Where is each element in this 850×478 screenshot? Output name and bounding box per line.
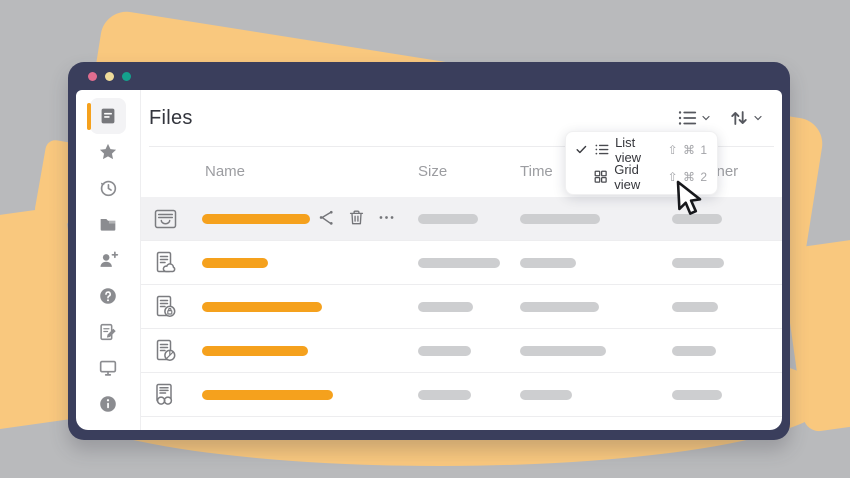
sidebar bbox=[76, 90, 141, 430]
sidebar-item-shared[interactable] bbox=[90, 242, 126, 278]
file-size-placeholder bbox=[418, 346, 471, 356]
file-size-placeholder bbox=[418, 390, 471, 400]
more-options-icon[interactable] bbox=[377, 208, 396, 227]
chevron-down-icon bbox=[752, 112, 764, 124]
menu-item-label: Grid view bbox=[614, 161, 641, 192]
menu-item-grid-view[interactable]: Grid view ⇧ ⌘ 2 bbox=[566, 161, 717, 192]
list-view-icon bbox=[594, 142, 609, 157]
file-name-placeholder bbox=[202, 302, 322, 312]
sidebar-item-devices[interactable] bbox=[90, 350, 126, 386]
table-row[interactable] bbox=[141, 197, 782, 241]
trash-icon[interactable] bbox=[347, 208, 366, 227]
inbox-file-icon bbox=[152, 206, 179, 232]
minimize-window-button[interactable] bbox=[105, 72, 114, 81]
table-row[interactable] bbox=[141, 329, 782, 373]
active-indicator-bar bbox=[87, 103, 91, 130]
info-icon bbox=[97, 393, 119, 415]
file-name-placeholder bbox=[202, 214, 310, 224]
table-row[interactable] bbox=[141, 241, 782, 285]
chevron-down-icon bbox=[700, 112, 712, 124]
menu-item-shortcut: ⇧ ⌘ 1 bbox=[667, 142, 708, 157]
page-header: Files bbox=[141, 90, 782, 146]
file-pie-icon bbox=[152, 338, 179, 364]
menu-item-list-view[interactable]: List view ⇧ ⌘ 1 bbox=[566, 134, 717, 165]
row-actions bbox=[317, 208, 396, 227]
share-icon[interactable] bbox=[317, 208, 336, 227]
file-size-placeholder bbox=[418, 302, 473, 312]
column-header-size[interactable]: Size bbox=[418, 163, 448, 180]
sidebar-item-about[interactable] bbox=[90, 386, 126, 422]
header-controls bbox=[676, 107, 764, 129]
sort-button[interactable] bbox=[728, 107, 764, 129]
grid-view-icon bbox=[593, 169, 608, 184]
menu-item-label: List view bbox=[615, 134, 642, 165]
file-size-placeholder bbox=[418, 214, 478, 224]
sidebar-item-favorites[interactable] bbox=[90, 134, 126, 170]
file-time-placeholder bbox=[520, 390, 572, 400]
menu-item-shortcut: ⇧ ⌘ 2 bbox=[667, 169, 708, 184]
window-traffic-lights bbox=[88, 72, 131, 81]
file-time-placeholder bbox=[520, 302, 599, 312]
page-title: Files bbox=[149, 106, 193, 129]
sidebar-item-folders[interactable] bbox=[90, 206, 126, 242]
file-time-placeholder bbox=[520, 346, 606, 356]
star-icon bbox=[97, 141, 119, 163]
monitor-icon bbox=[97, 357, 119, 379]
checkmark-icon bbox=[575, 143, 588, 156]
file-owner-placeholder bbox=[672, 214, 722, 224]
file-name-placeholder bbox=[202, 390, 333, 400]
edit-document-icon bbox=[97, 321, 119, 343]
header-divider bbox=[149, 146, 774, 147]
sidebar-item-recent[interactable] bbox=[90, 170, 126, 206]
person-add-icon bbox=[97, 249, 119, 271]
zoom-window-button[interactable] bbox=[122, 72, 131, 81]
file-owner-placeholder bbox=[672, 346, 716, 356]
app-window: Files bbox=[68, 62, 790, 440]
help-icon bbox=[97, 285, 119, 307]
file-owner-placeholder bbox=[672, 390, 722, 400]
document-icon bbox=[97, 105, 119, 127]
file-time-placeholder bbox=[520, 214, 600, 224]
history-clock-icon bbox=[97, 177, 119, 199]
sort-arrows-icon bbox=[728, 107, 750, 129]
mouse-cursor-icon bbox=[672, 179, 706, 219]
sidebar-item-notes[interactable] bbox=[90, 314, 126, 350]
file-time-placeholder bbox=[520, 258, 576, 268]
table-row[interactable] bbox=[141, 373, 782, 417]
file-owner-placeholder bbox=[672, 302, 718, 312]
sidebar-item-documents[interactable] bbox=[90, 98, 126, 134]
table-row[interactable] bbox=[141, 285, 782, 329]
file-locked-icon bbox=[152, 294, 179, 320]
file-name-placeholder bbox=[202, 346, 308, 356]
file-binoculars-icon bbox=[152, 382, 179, 408]
folder-icon bbox=[97, 213, 119, 235]
close-window-button[interactable] bbox=[88, 72, 97, 81]
list-view-icon bbox=[676, 107, 698, 129]
view-options-menu: List view ⇧ ⌘ 1 Grid view ⇧ ⌘ 2 bbox=[565, 131, 718, 195]
column-header-time[interactable]: Time bbox=[520, 163, 553, 180]
sidebar-item-help[interactable] bbox=[90, 278, 126, 314]
file-owner-placeholder bbox=[672, 258, 724, 268]
main-panel: Files bbox=[141, 90, 782, 430]
file-name-placeholder bbox=[202, 258, 268, 268]
file-cloud-icon bbox=[152, 250, 179, 276]
view-mode-button[interactable] bbox=[676, 107, 712, 129]
file-size-placeholder bbox=[418, 258, 500, 268]
column-header-name[interactable]: Name bbox=[205, 163, 246, 180]
